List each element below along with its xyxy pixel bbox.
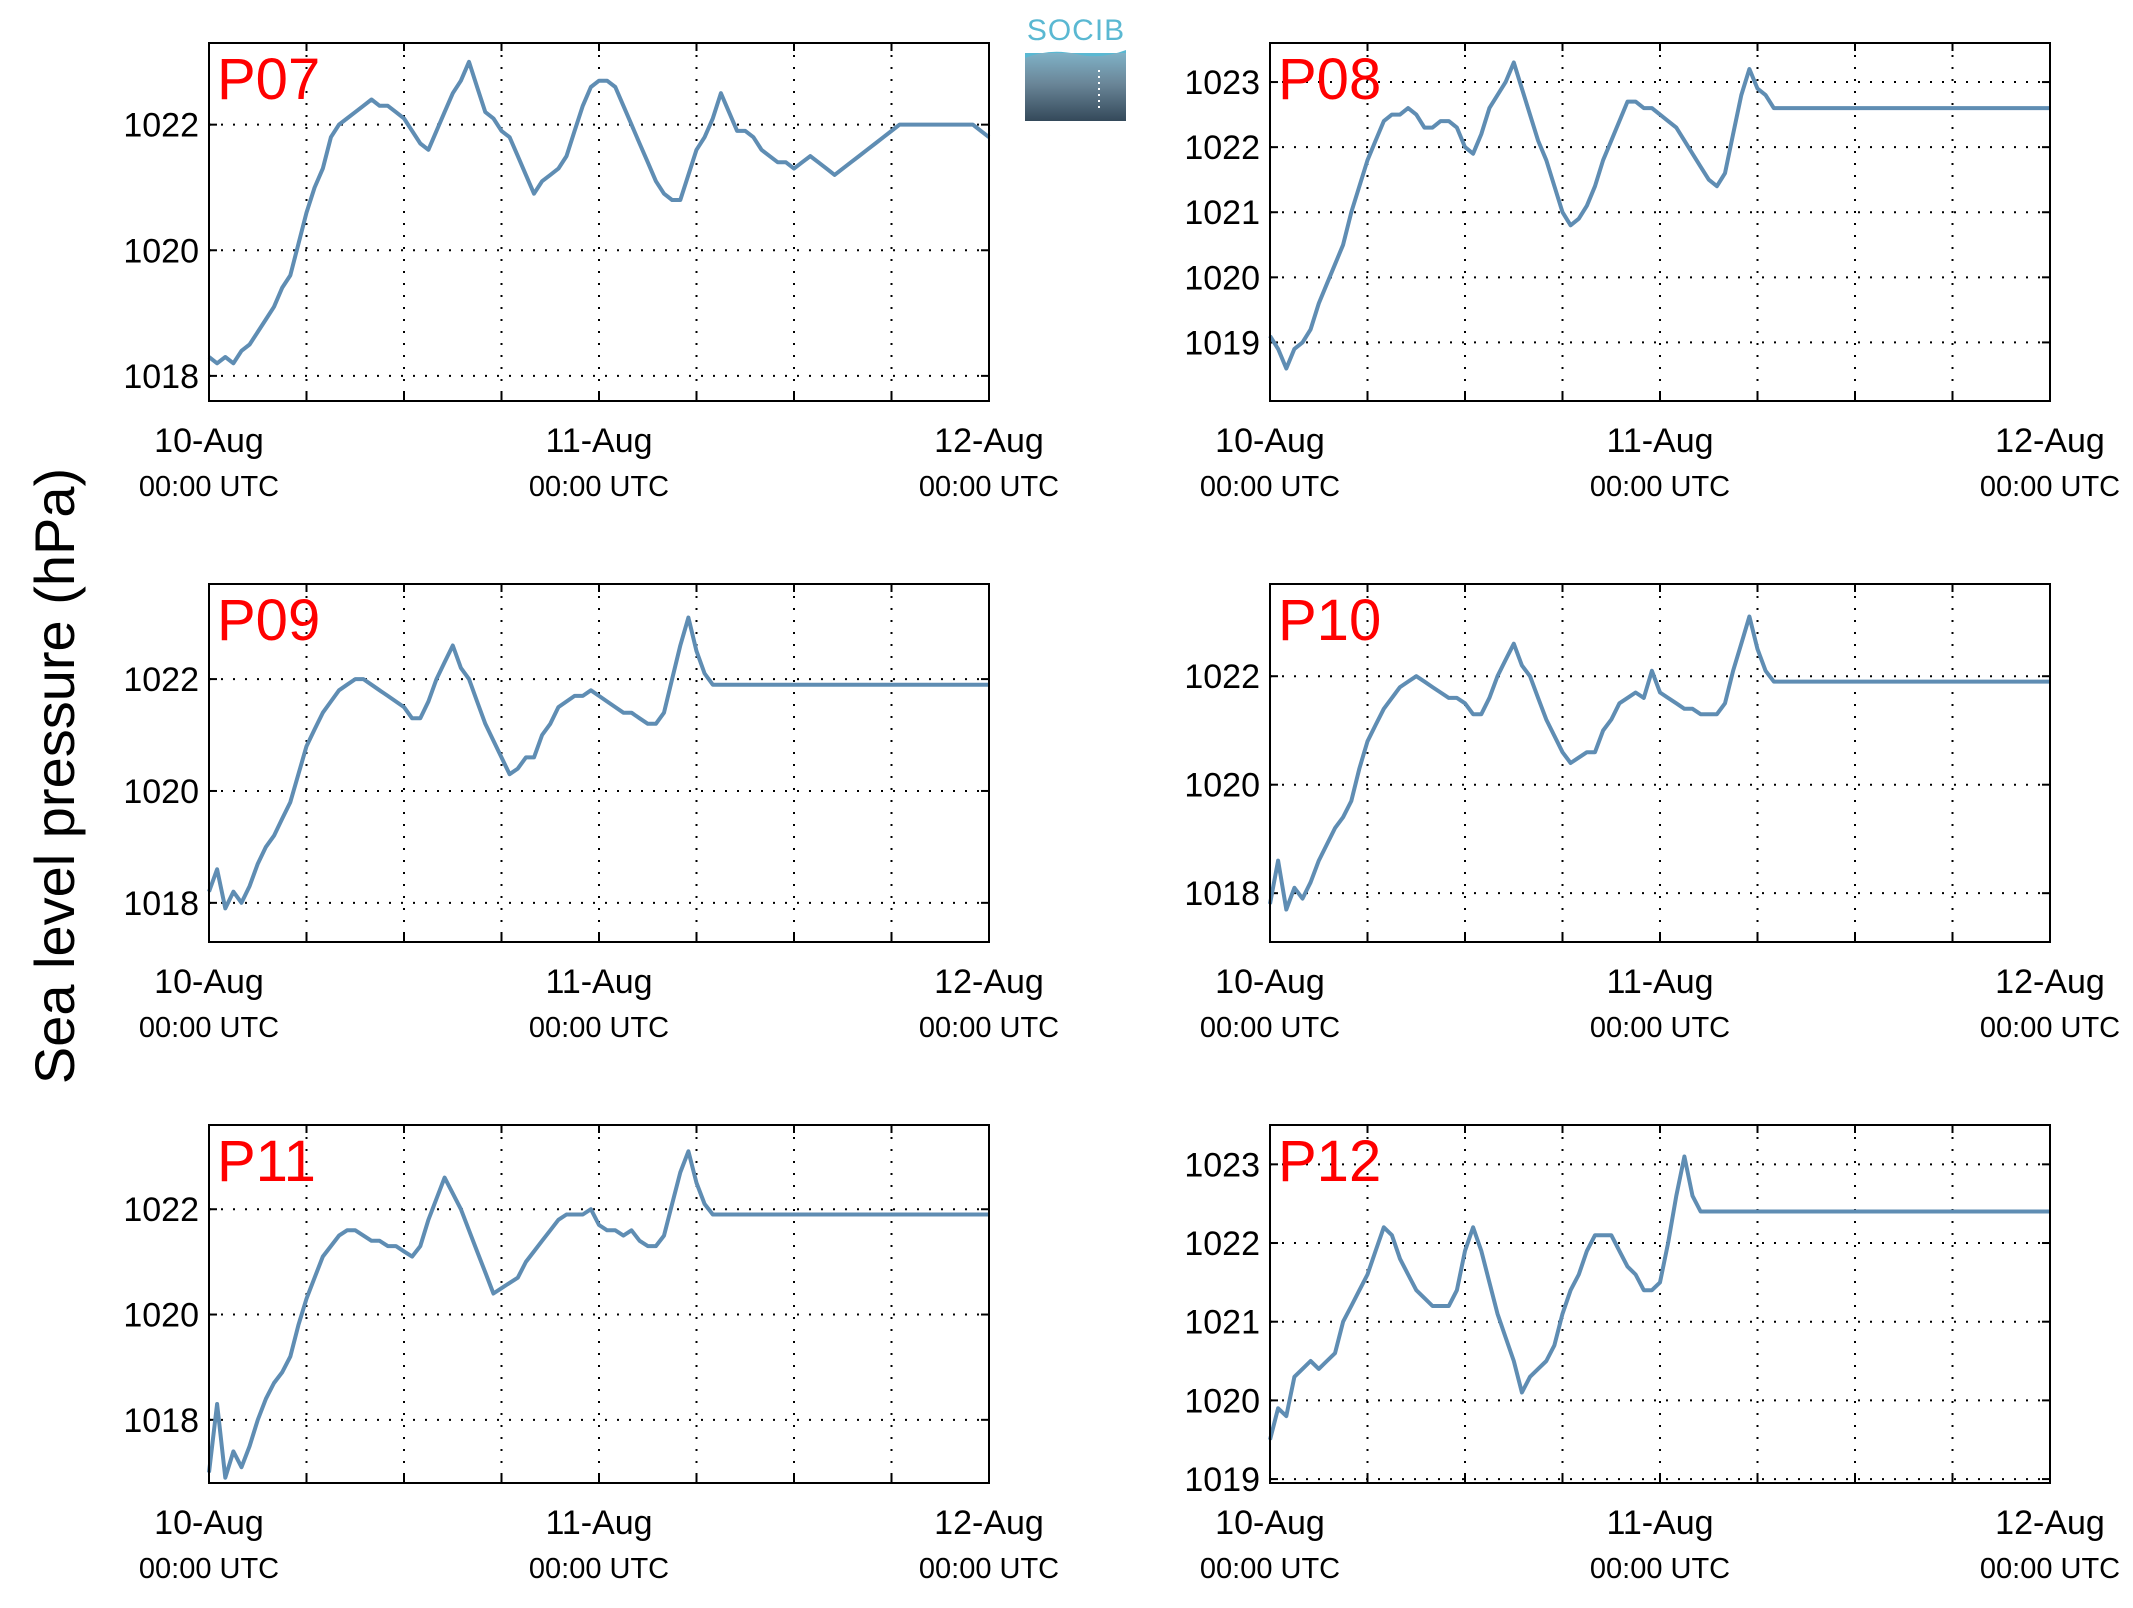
x-tick-label-time: 00:00 UTC bbox=[139, 471, 279, 503]
y-tick-label: 1022 bbox=[123, 1191, 199, 1229]
chart-panel-p07: 1018 1020 1022 P07 10-Aug 00:00 UTC 11-Aug 00:0… bbox=[123, 42, 1059, 503]
y-tick-label: 1020 bbox=[1184, 259, 1260, 297]
x-tick-label-time: 00:00 UTC bbox=[919, 471, 1059, 503]
x-tick-label-date: 12-Aug bbox=[934, 963, 1044, 1001]
plot-frame bbox=[1269, 1124, 2051, 1484]
chart-panel-p12: 1019 1020 1021 1022 1023 P12 10-Aug 00:00 UTC 11… bbox=[1184, 1124, 2120, 1585]
x-tick-label-time: 00:00 UTC bbox=[139, 1553, 279, 1585]
x-tick-label-time: 00:00 UTC bbox=[1200, 471, 1340, 503]
socib-logo: SOCIB bbox=[1025, 14, 1126, 121]
x-tick-label-date: 12-Aug bbox=[934, 422, 1044, 460]
y-tick-label: 1018 bbox=[123, 885, 199, 923]
chart-panel-p10: 1018 1020 1022 P10 10-Aug 00:00 UTC 11-Aug 00:0… bbox=[1184, 583, 2120, 1044]
plot-frame bbox=[1269, 42, 2051, 402]
x-tick-label-date: 12-Aug bbox=[934, 1504, 1044, 1542]
panel-label: P12 bbox=[1278, 1129, 1381, 1194]
y-tick-label: 1022 bbox=[1184, 1225, 1260, 1263]
x-tick-label-time: 00:00 UTC bbox=[1590, 471, 1730, 503]
x-tick-label-date: 10-Aug bbox=[1215, 422, 1325, 460]
y-tick-label: 1020 bbox=[123, 232, 199, 270]
x-tick-label-time: 00:00 UTC bbox=[1980, 471, 2120, 503]
plot-frame bbox=[1269, 583, 2051, 943]
y-tick-label: 1022 bbox=[123, 661, 199, 699]
pressure-series-line bbox=[207, 1149, 989, 1480]
x-tick-label-time: 00:00 UTC bbox=[529, 1553, 669, 1585]
plot-frame bbox=[208, 1124, 990, 1484]
x-tick-label-time: 00:00 UTC bbox=[919, 1553, 1059, 1585]
logo-block bbox=[1025, 53, 1126, 121]
x-tick-label-time: 00:00 UTC bbox=[919, 1012, 1059, 1044]
logo-wave bbox=[1025, 50, 1126, 58]
x-tick-label-date: 11-Aug bbox=[545, 1504, 652, 1542]
pressure-series-line bbox=[1268, 1154, 2050, 1441]
y-tick-label: 1022 bbox=[1184, 658, 1260, 696]
x-tick-label-date: 10-Aug bbox=[154, 422, 264, 460]
x-tick-label-time: 00:00 UTC bbox=[529, 471, 669, 503]
x-tick-label-date: 12-Aug bbox=[1995, 1504, 2105, 1542]
pressure-series-line bbox=[1268, 60, 2050, 371]
x-tick-label-date: 10-Aug bbox=[1215, 1504, 1325, 1542]
x-tick-label-date: 12-Aug bbox=[1995, 963, 2105, 1001]
x-tick-label-time: 00:00 UTC bbox=[1590, 1012, 1730, 1044]
y-tick-label: 1023 bbox=[1184, 64, 1260, 102]
y-tick-label: 1018 bbox=[1184, 875, 1260, 913]
x-tick-label-date: 12-Aug bbox=[1995, 422, 2105, 460]
pressure-series-line bbox=[1268, 614, 2050, 912]
x-tick-label-time: 00:00 UTC bbox=[1980, 1553, 2120, 1585]
pressure-series-line bbox=[207, 59, 991, 366]
x-tick-label-time: 00:00 UTC bbox=[1200, 1012, 1340, 1044]
pressure-series-line bbox=[207, 615, 989, 911]
x-tick-label-time: 00:00 UTC bbox=[139, 1012, 279, 1044]
y-tick-label: 1019 bbox=[1184, 1461, 1260, 1499]
plot-frame bbox=[208, 583, 990, 943]
y-tick-label: 1022 bbox=[1184, 129, 1260, 167]
y-axis-title: Sea level pressure (hPa) bbox=[23, 468, 86, 1084]
y-tick-label: 1018 bbox=[123, 1402, 199, 1440]
x-tick-label-date: 11-Aug bbox=[1606, 422, 1713, 460]
y-tick-label: 1022 bbox=[123, 107, 199, 145]
panel-label: P08 bbox=[1278, 47, 1381, 112]
y-tick-label: 1020 bbox=[1184, 1382, 1260, 1420]
panel-label: P09 bbox=[217, 588, 320, 653]
x-tick-label-date: 10-Aug bbox=[154, 963, 264, 1001]
y-tick-label: 1019 bbox=[1184, 324, 1260, 362]
logo-text: SOCIB bbox=[1027, 14, 1125, 47]
x-tick-label-date: 11-Aug bbox=[1606, 963, 1713, 1001]
x-tick-label-date: 11-Aug bbox=[545, 422, 652, 460]
x-tick-label-date: 10-Aug bbox=[154, 1504, 264, 1542]
x-tick-label-time: 00:00 UTC bbox=[1200, 1553, 1340, 1585]
y-tick-label: 1021 bbox=[1184, 1304, 1260, 1342]
y-tick-label: 1020 bbox=[123, 773, 199, 811]
y-tick-label: 1020 bbox=[123, 1297, 199, 1335]
chart-panel-p08: 1019 1020 1021 1022 1023 P08 10-Aug 00:00 UTC 11… bbox=[1184, 42, 2120, 503]
y-tick-label: 1021 bbox=[1184, 194, 1260, 232]
x-tick-label-time: 00:00 UTC bbox=[1590, 1553, 1730, 1585]
y-tick-label: 1023 bbox=[1184, 1146, 1260, 1184]
x-tick-label-time: 00:00 UTC bbox=[529, 1012, 669, 1044]
plot-frame bbox=[208, 42, 990, 402]
x-tick-label-date: 10-Aug bbox=[1215, 963, 1325, 1001]
panel-label: P10 bbox=[1278, 588, 1381, 653]
y-tick-label: 1018 bbox=[123, 358, 199, 396]
x-tick-label-time: 00:00 UTC bbox=[1980, 1012, 2120, 1044]
x-tick-label-date: 11-Aug bbox=[545, 963, 652, 1001]
chart-panel-p09: 1018 1020 1022 P09 10-Aug 00:00 UTC 11-Aug 00:0… bbox=[123, 583, 1059, 1044]
chart-panel-p11: 1018 1020 1022 P11 10-Aug 00:00 UTC 11-Aug 00:0… bbox=[123, 1124, 1059, 1585]
y-tick-label: 1020 bbox=[1184, 767, 1260, 805]
x-tick-label-date: 11-Aug bbox=[1606, 1504, 1713, 1542]
panel-label: P07 bbox=[217, 47, 320, 112]
panel-label: P11 bbox=[217, 1129, 316, 1194]
